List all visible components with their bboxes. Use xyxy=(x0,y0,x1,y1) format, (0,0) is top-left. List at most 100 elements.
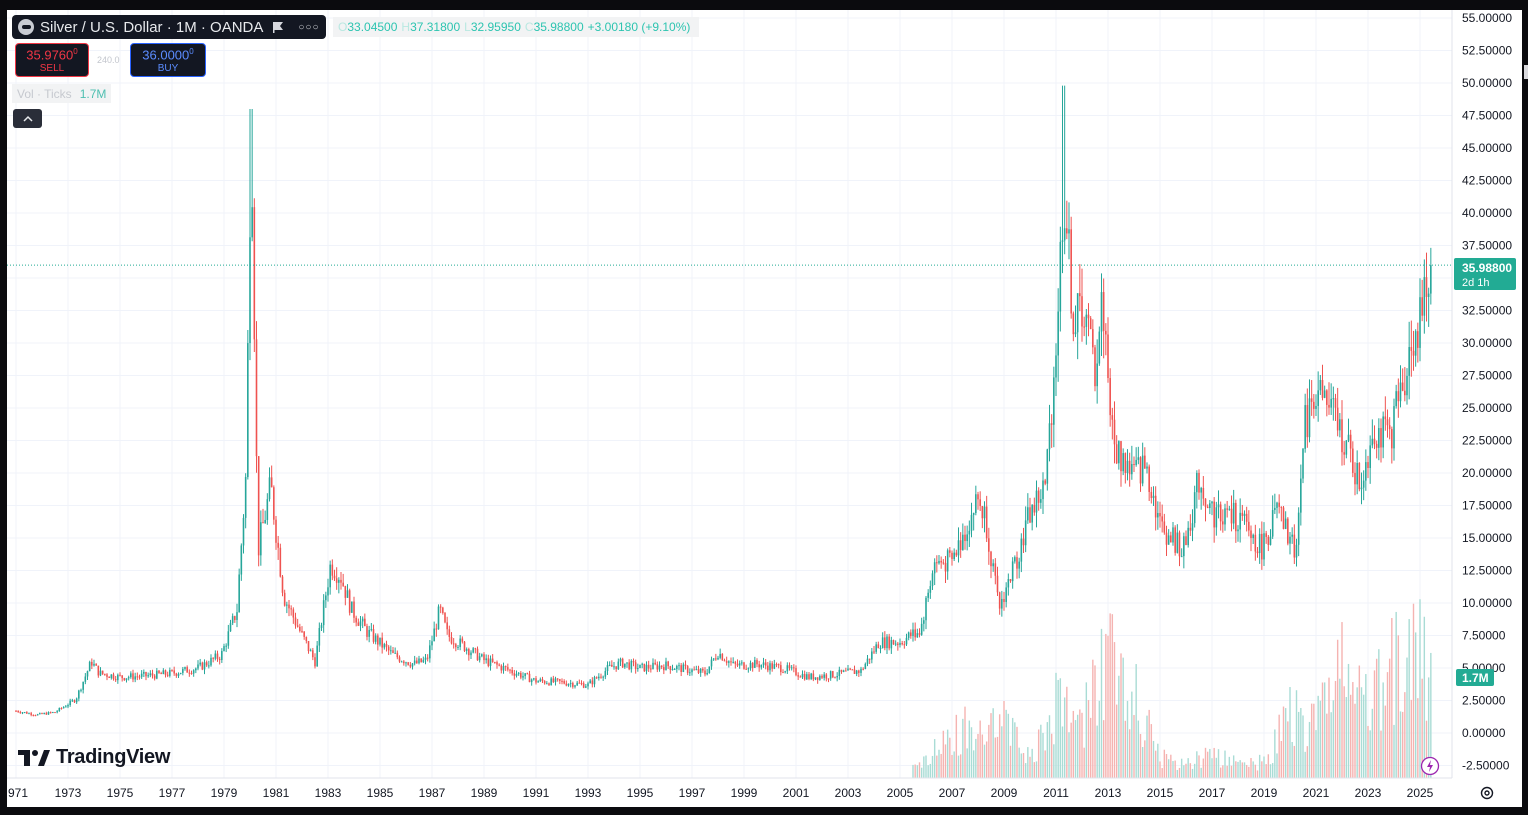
candle-body xyxy=(559,679,561,681)
candle-body xyxy=(309,650,312,652)
volume-bar xyxy=(1388,658,1391,778)
volume-bar xyxy=(1029,756,1031,778)
more-dots-icon[interactable]: ○○○ xyxy=(298,21,320,33)
volume-bar xyxy=(1287,721,1289,778)
candle-body xyxy=(851,669,854,671)
candle-body xyxy=(225,645,227,647)
volume-bar xyxy=(1163,749,1166,778)
candle-body xyxy=(370,629,373,631)
candle-body xyxy=(658,665,661,670)
candle-body xyxy=(1020,538,1023,562)
candle-body xyxy=(829,671,832,679)
candle-body xyxy=(738,663,741,666)
volume-bar xyxy=(1057,679,1059,778)
candle-body xyxy=(1254,534,1257,552)
candle-body xyxy=(823,674,825,678)
candle-body xyxy=(1226,508,1228,510)
candle-body xyxy=(1172,527,1174,543)
volume-legend[interactable]: Vol · Ticks 1.7M xyxy=(12,84,112,103)
scroll-handle[interactable] xyxy=(1524,65,1528,79)
volume-bar xyxy=(1102,720,1105,778)
candle-body xyxy=(754,660,756,668)
open-value: 33.04500 xyxy=(347,20,398,34)
candle-body xyxy=(218,658,221,661)
volume-bar xyxy=(1404,692,1406,778)
collapse-legend-button[interactable] xyxy=(13,109,42,128)
candle-body xyxy=(910,632,912,637)
change-value: +3.00180 (+9.10%) xyxy=(587,20,691,34)
volume-bar xyxy=(1089,717,1092,778)
buy-button[interactable]: 36.00000 BUY xyxy=(130,43,206,77)
volume-bar xyxy=(912,764,914,778)
candle-body xyxy=(249,237,251,344)
volume-bar xyxy=(1139,733,1142,778)
candle-body xyxy=(30,713,32,715)
candle-body xyxy=(58,707,61,712)
candle-body xyxy=(929,586,932,593)
candle-body xyxy=(147,675,149,677)
volume-bar xyxy=(1345,697,1348,778)
candle-body xyxy=(912,629,914,637)
candle-body xyxy=(1410,347,1413,351)
window-frame-right xyxy=(1522,0,1528,815)
volume-bar xyxy=(1018,747,1020,778)
candle-body xyxy=(478,656,481,661)
close-key: C xyxy=(524,20,534,34)
volume-bar xyxy=(1007,713,1010,778)
candle-body xyxy=(1349,434,1352,449)
candle-body xyxy=(758,664,760,668)
candle-body xyxy=(1425,277,1428,297)
candle-body xyxy=(1107,334,1109,379)
time-tick-label: 2011 xyxy=(1043,786,1069,800)
flag-icon[interactable] xyxy=(272,21,284,33)
volume-bar xyxy=(1267,754,1270,778)
candle-body xyxy=(400,661,403,663)
candle-body xyxy=(1287,518,1289,544)
candle-body xyxy=(1087,314,1090,319)
candle-body xyxy=(468,649,470,656)
volume-bar xyxy=(927,765,929,778)
candle-body xyxy=(1053,377,1055,425)
candle-body xyxy=(927,592,929,598)
price-axis[interactable]: 55.00000 52.50000 50.00000 47.50000 45.00000… xyxy=(1451,10,1522,807)
time-axis[interactable]: 971 1973 1975 1977 1979 1981 1983 1985 1987 1989 1… xyxy=(7,777,1452,800)
candle-body xyxy=(689,672,691,674)
last-price-value: 35.98800 xyxy=(1462,261,1512,275)
candle-body xyxy=(686,666,689,673)
lightning-icon[interactable] xyxy=(1420,756,1440,776)
candle-body xyxy=(1245,513,1248,522)
symbol-title[interactable]: Silver / U.S. Dollar · 1M · OANDA xyxy=(40,18,264,36)
price-tick-label: 55.00000 xyxy=(1462,11,1512,25)
candle-body xyxy=(485,658,487,661)
candle-body xyxy=(663,667,665,671)
candle-body xyxy=(552,678,555,683)
volume-bar xyxy=(918,762,921,778)
candle-body xyxy=(606,665,609,672)
candle-body xyxy=(101,670,104,674)
candle-body xyxy=(409,664,412,667)
candle-body xyxy=(788,665,791,669)
candle-body xyxy=(849,668,851,670)
candle-body xyxy=(305,636,308,641)
candle-body xyxy=(221,651,223,661)
symbol-header[interactable]: Silver / U.S. Dollar · 1M · OANDA ○○○ xyxy=(12,15,326,39)
candle-body xyxy=(1100,292,1103,332)
candle-body xyxy=(1397,391,1400,402)
volume-bar xyxy=(1167,759,1170,778)
volume-bar xyxy=(983,744,986,778)
volume-bar xyxy=(1386,672,1389,778)
candle-body xyxy=(884,637,886,649)
tradingview-logo[interactable]: TradingView xyxy=(18,746,170,769)
gear-icon[interactable] xyxy=(1478,784,1496,802)
candle-body xyxy=(114,679,117,681)
volume-bar xyxy=(1250,757,1252,778)
candle-body xyxy=(210,657,212,666)
candle-body xyxy=(355,617,357,623)
candle-body xyxy=(940,560,942,563)
sell-button[interactable]: 35.97600 SELL xyxy=(15,43,89,77)
volume-bar xyxy=(1085,682,1088,778)
candle-body xyxy=(88,661,91,672)
time-tick-label: 2017 xyxy=(1199,786,1226,800)
candle-body xyxy=(387,646,390,651)
